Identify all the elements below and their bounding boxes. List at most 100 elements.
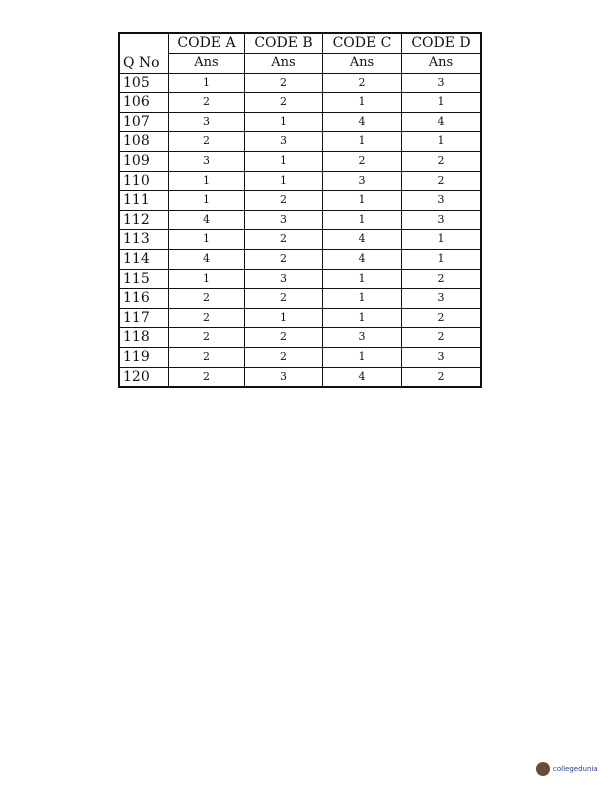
code-d-header: CODE D xyxy=(401,32,482,54)
answer-code-a: 1 xyxy=(168,72,245,94)
blank-cell xyxy=(118,32,169,54)
answer-code-d: 3 xyxy=(401,72,482,94)
ans-header-row: Q No Ans Ans Ans Ans xyxy=(118,53,482,74)
table-row: 113 1 2 4 1 xyxy=(118,229,482,250)
answer-code-d: 2 xyxy=(401,307,482,329)
answer-code-b: 2 xyxy=(244,288,323,309)
answer-code-c: 3 xyxy=(322,327,402,348)
answer-code-d: 2 xyxy=(401,150,482,172)
table-row: 116 2 2 1 3 xyxy=(118,288,482,309)
answer-code-c: 4 xyxy=(322,229,402,250)
answer-code-d: 3 xyxy=(401,190,482,211)
table-row: 110 1 1 3 2 xyxy=(118,170,482,192)
answer-code-d: 3 xyxy=(401,346,482,368)
question-number: 120 xyxy=(118,366,169,388)
answer-code-c: 4 xyxy=(322,111,402,133)
answer-code-a: 2 xyxy=(168,307,245,329)
question-number: 116 xyxy=(118,288,169,309)
answer-code-d: 4 xyxy=(401,111,482,133)
answer-code-b: 2 xyxy=(244,248,323,270)
answer-code-a: 2 xyxy=(168,92,245,113)
table-row: 117 2 1 1 2 xyxy=(118,307,482,329)
question-number: 107 xyxy=(118,111,169,133)
collegedunia-logo: collegedunia xyxy=(536,762,598,776)
table-row: 115 1 3 1 2 xyxy=(118,268,482,290)
answer-code-c: 1 xyxy=(322,190,402,211)
answer-code-c: 2 xyxy=(322,150,402,172)
answer-code-a: 4 xyxy=(168,248,245,270)
answer-code-c: 1 xyxy=(322,131,402,152)
answer-code-d: 1 xyxy=(401,248,482,270)
question-number: 119 xyxy=(118,346,169,368)
question-number: 110 xyxy=(118,170,169,192)
answer-code-a: 3 xyxy=(168,111,245,133)
answer-code-a: 3 xyxy=(168,150,245,172)
answer-code-b: 2 xyxy=(244,72,323,94)
table-row: 105 1 2 2 3 xyxy=(118,72,482,94)
answer-code-b: 3 xyxy=(244,268,323,290)
answer-code-b: 2 xyxy=(244,327,323,348)
answer-code-b: 3 xyxy=(244,366,323,388)
answer-code-d: 2 xyxy=(401,366,482,388)
table-row: 108 2 3 1 1 xyxy=(118,131,482,152)
question-number: 111 xyxy=(118,190,169,211)
answer-code-a: 2 xyxy=(168,327,245,348)
question-number: 117 xyxy=(118,307,169,329)
answer-code-d: 2 xyxy=(401,327,482,348)
answer-code-c: 4 xyxy=(322,248,402,270)
answer-code-a: 1 xyxy=(168,190,245,211)
answer-code-a: 2 xyxy=(168,288,245,309)
answer-code-a: 1 xyxy=(168,268,245,290)
answer-code-a: 2 xyxy=(168,366,245,388)
question-number: 114 xyxy=(118,248,169,270)
ans-header: Ans xyxy=(168,53,245,74)
question-number: 106 xyxy=(118,92,169,113)
answer-code-a: 2 xyxy=(168,346,245,368)
answer-code-b: 2 xyxy=(244,346,323,368)
answer-code-c: 3 xyxy=(322,170,402,192)
answer-code-a: 4 xyxy=(168,209,245,231)
answer-code-c: 1 xyxy=(322,346,402,368)
answer-code-d: 1 xyxy=(401,229,482,250)
answer-key-table: CODE A CODE B CODE C CODE D Q No Ans Ans… xyxy=(118,32,482,389)
question-number: 115 xyxy=(118,268,169,290)
answer-code-c: 1 xyxy=(322,288,402,309)
answer-code-c: 4 xyxy=(322,366,402,388)
answer-code-c: 1 xyxy=(322,268,402,290)
question-number: 105 xyxy=(118,72,169,94)
ans-header: Ans xyxy=(244,53,323,74)
answer-code-d: 1 xyxy=(401,92,482,113)
answer-code-b: 3 xyxy=(244,209,323,231)
table-row: 107 3 1 4 4 xyxy=(118,111,482,133)
code-a-header: CODE A xyxy=(168,32,245,54)
answer-code-b: 2 xyxy=(244,190,323,211)
code-header-row: CODE A CODE B CODE C CODE D xyxy=(118,32,482,54)
answer-code-d: 1 xyxy=(401,131,482,152)
table-row: 109 3 1 2 2 xyxy=(118,150,482,172)
answer-code-a: 1 xyxy=(168,229,245,250)
logo-text: collegedunia xyxy=(553,765,598,773)
answer-code-d: 3 xyxy=(401,288,482,309)
table-row: 106 2 2 1 1 xyxy=(118,92,482,113)
answer-code-b: 2 xyxy=(244,229,323,250)
answer-code-d: 2 xyxy=(401,268,482,290)
answer-code-b: 2 xyxy=(244,92,323,113)
table-row: 118 2 2 3 2 xyxy=(118,327,482,348)
table-row: 114 4 2 4 1 xyxy=(118,248,482,270)
ans-header: Ans xyxy=(322,53,402,74)
answer-code-d: 3 xyxy=(401,209,482,231)
code-c-header: CODE C xyxy=(322,32,402,54)
answer-code-c: 2 xyxy=(322,72,402,94)
qno-header: Q No xyxy=(118,53,169,74)
answer-code-c: 1 xyxy=(322,307,402,329)
table-row: 119 2 2 1 3 xyxy=(118,346,482,368)
answer-code-b: 1 xyxy=(244,111,323,133)
answer-code-b: 1 xyxy=(244,170,323,192)
mascot-icon xyxy=(536,762,550,776)
table-row: 112 4 3 1 3 xyxy=(118,209,482,231)
answer-code-b: 3 xyxy=(244,131,323,152)
table-row: 120 2 3 4 2 xyxy=(118,366,482,388)
code-b-header: CODE B xyxy=(244,32,323,54)
answer-code-b: 1 xyxy=(244,150,323,172)
answer-code-c: 1 xyxy=(322,92,402,113)
